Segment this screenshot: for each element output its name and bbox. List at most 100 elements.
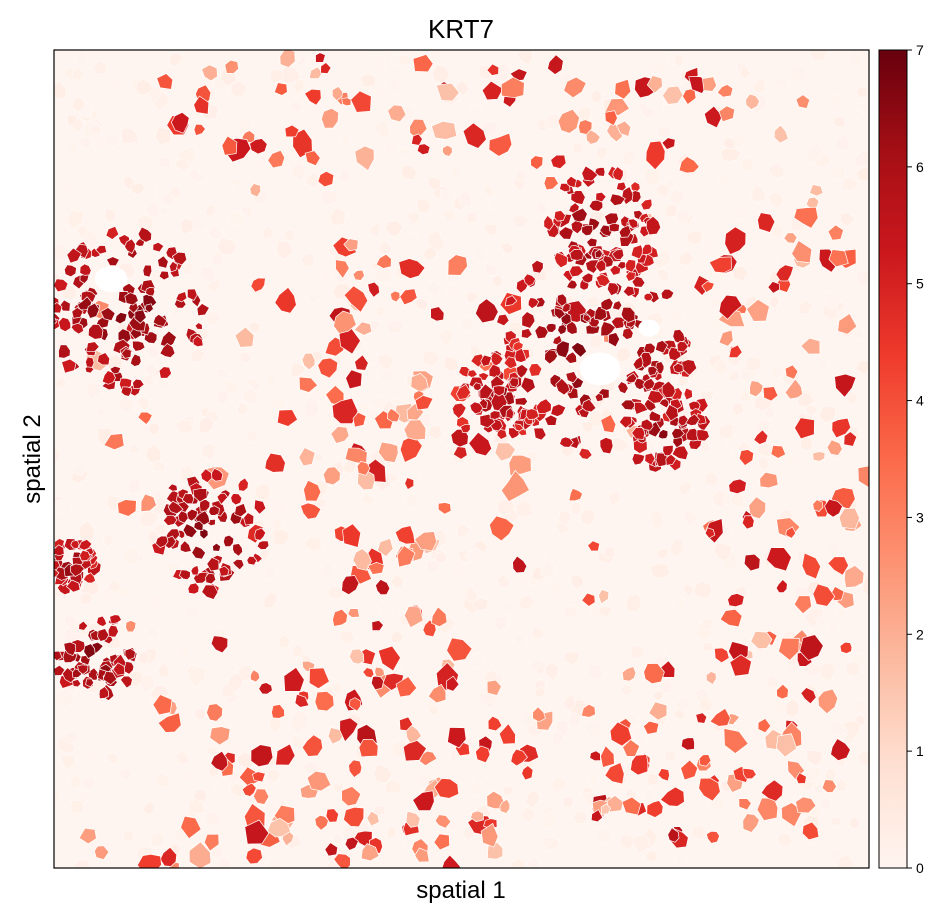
scattered-cell — [750, 630, 773, 650]
cluster-cell — [631, 427, 646, 440]
scattered-cell — [367, 562, 385, 575]
scattered-cell — [437, 502, 452, 515]
background-cell — [644, 166, 661, 188]
cluster-cell — [607, 332, 620, 348]
cluster-cell — [98, 686, 109, 700]
scattered-cell — [475, 298, 499, 324]
scattered-cell — [249, 138, 268, 155]
colorbar-tick-label: 3 — [916, 509, 924, 525]
background-cell — [535, 662, 546, 675]
background-cell — [829, 719, 849, 736]
scattered-cell — [404, 477, 415, 490]
background-cell — [63, 141, 79, 157]
background-cell — [269, 394, 286, 411]
cluster-cell — [158, 366, 172, 379]
cluster-cell — [528, 363, 543, 377]
colorbar: 0 1 2 3 4 5 6 7 — [878, 42, 924, 876]
cluster-cell — [525, 408, 540, 420]
background-cell — [830, 165, 847, 181]
scattered-cell — [344, 836, 359, 851]
cluster-cell — [194, 322, 203, 330]
scattered-cell — [298, 447, 316, 467]
background-cell — [127, 476, 142, 494]
background-cell — [418, 469, 434, 488]
scattered-cell — [615, 120, 632, 137]
background-cell — [239, 351, 251, 364]
background-cell — [359, 73, 377, 88]
scattered-cell — [604, 110, 618, 126]
background-cell — [432, 64, 450, 85]
background-cell — [330, 682, 344, 696]
background-cell — [373, 763, 393, 784]
background-cell — [54, 687, 74, 711]
cluster-cell — [237, 477, 249, 492]
scattered-cell — [821, 779, 838, 793]
scattered-cell — [345, 369, 363, 390]
background-cell — [183, 604, 201, 620]
background-cell — [650, 562, 670, 579]
background-cell — [642, 788, 656, 801]
background-cell — [675, 854, 687, 868]
cluster-cell — [618, 415, 632, 429]
background-cell — [340, 824, 359, 841]
cluster-cell — [66, 247, 82, 264]
cluster-cell — [234, 502, 248, 518]
cluster-cell — [101, 370, 116, 385]
background-cell — [54, 808, 62, 824]
cluster-cell — [54, 301, 63, 314]
background-cell — [570, 574, 584, 589]
cluster-cell — [643, 292, 654, 302]
scattered-cell — [171, 111, 190, 134]
background-cell — [390, 629, 404, 644]
background-cell — [269, 68, 284, 84]
scattered-cell — [357, 469, 375, 491]
background-cell — [215, 390, 230, 405]
background-cell — [817, 663, 836, 682]
background-cell — [585, 295, 601, 309]
cluster-cell — [58, 344, 71, 359]
background-cell — [825, 542, 840, 559]
cluster-cell — [256, 540, 270, 550]
background-cell — [664, 749, 677, 762]
background-cell — [54, 80, 67, 100]
scattered-cell — [433, 833, 450, 851]
scattered-cell — [447, 254, 468, 276]
background-cell — [481, 120, 498, 138]
scattered-cell — [341, 97, 352, 107]
background-cell — [214, 368, 230, 379]
background-cell — [123, 829, 135, 843]
background-cell — [99, 704, 111, 719]
scattered-cell — [331, 85, 343, 102]
background-cell — [246, 378, 261, 392]
background-cell — [376, 598, 394, 618]
background-cell — [854, 149, 869, 169]
background-cell — [739, 67, 751, 80]
background-cell — [841, 177, 859, 191]
scattered-cell — [241, 782, 257, 797]
cluster-cell — [61, 667, 76, 684]
cluster-cell — [618, 224, 632, 238]
background-cell — [283, 228, 296, 242]
scattered-cell — [320, 62, 332, 74]
scattered-cell — [475, 745, 491, 764]
scattered-cell — [585, 129, 601, 145]
background-cell — [656, 125, 671, 139]
scattered-cell — [486, 790, 505, 810]
background-cell — [738, 390, 754, 402]
scattered-cell — [224, 59, 239, 74]
background-cell — [602, 545, 616, 559]
background-cell — [496, 498, 516, 517]
scattered-cell — [753, 429, 769, 445]
cluster-cell — [142, 264, 153, 278]
background-cell — [516, 50, 533, 66]
scattered-cell — [210, 750, 229, 772]
background-cell — [400, 164, 418, 180]
scattered-cell — [705, 671, 717, 686]
cluster-cell — [685, 413, 700, 426]
scattered-cell — [557, 108, 580, 134]
background-cell — [784, 698, 800, 717]
background-cell — [62, 731, 81, 745]
background-cell — [397, 54, 413, 67]
cluster-cell — [85, 678, 95, 688]
scattered-cell — [646, 75, 663, 94]
